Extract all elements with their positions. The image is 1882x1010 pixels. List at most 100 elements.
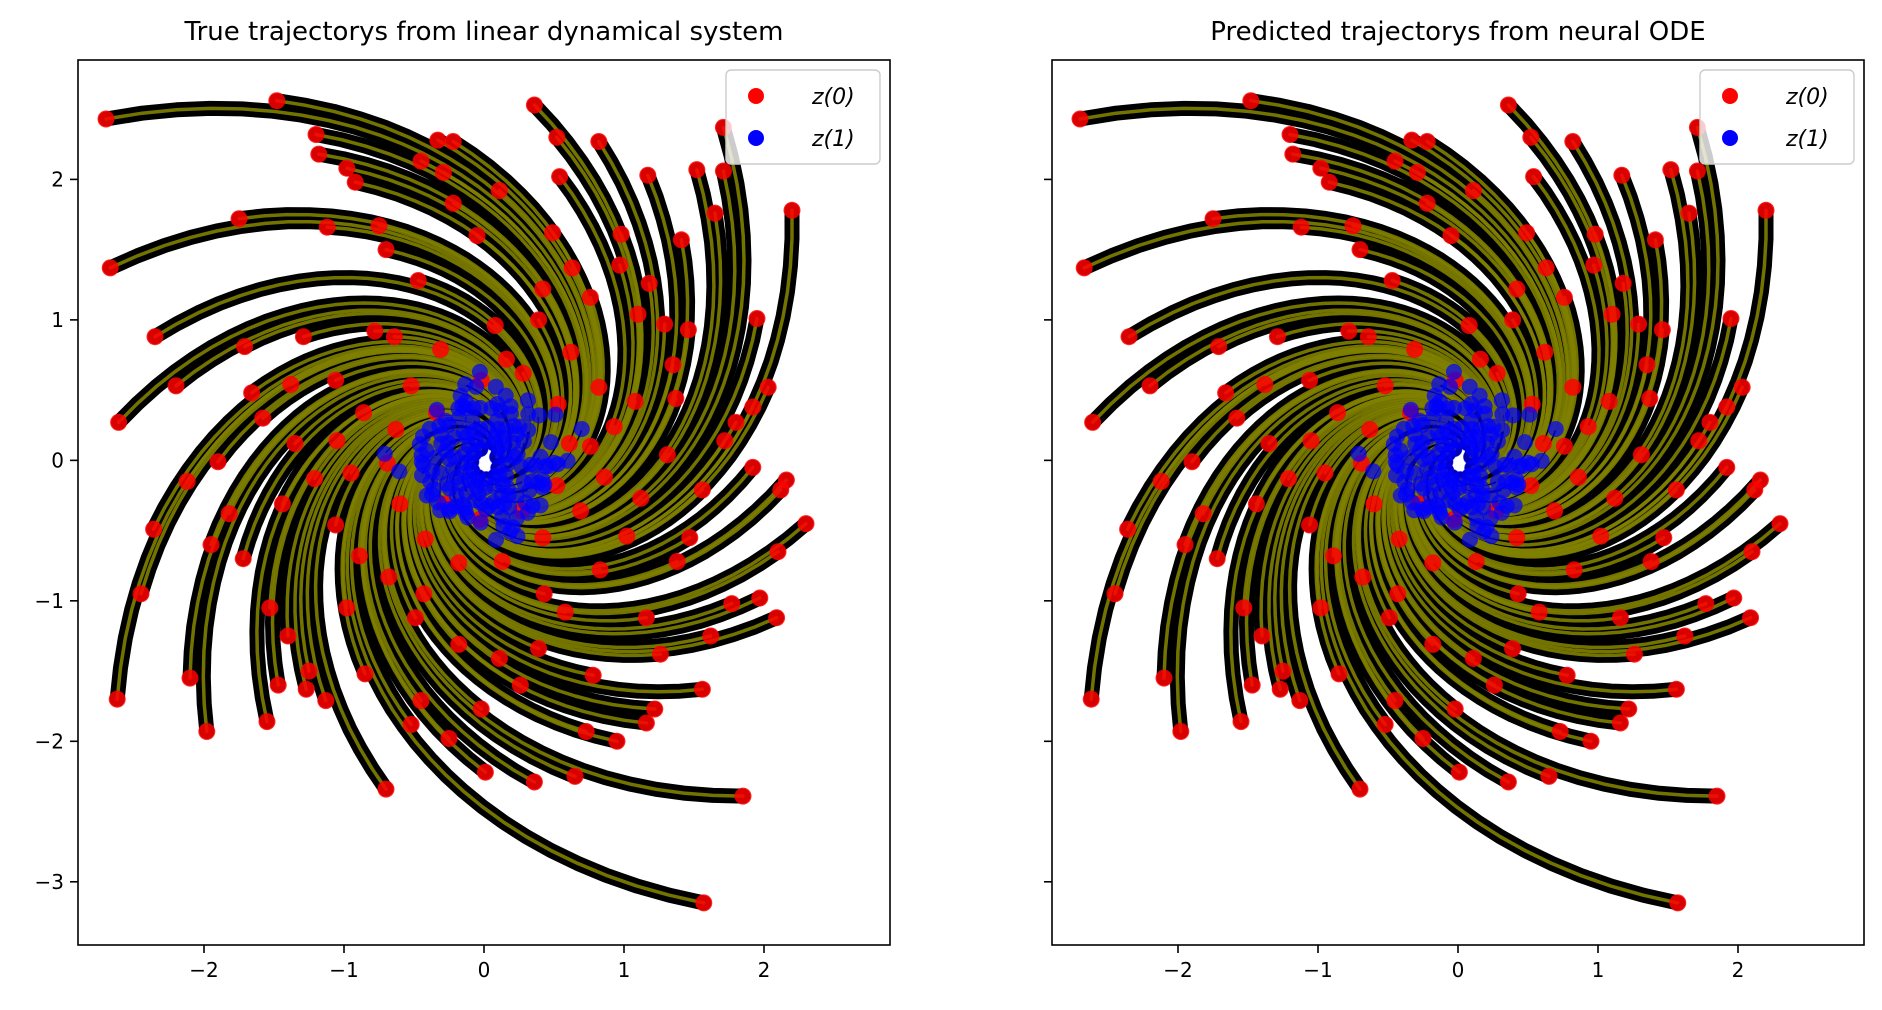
trajectory-line	[1412, 508, 1782, 613]
true-trajectories-legend: z(0) z(1)	[725, 69, 881, 165]
trajectory-line	[1342, 434, 1511, 784]
z1-point	[1483, 528, 1500, 545]
z1-point	[1426, 387, 1443, 404]
z0-point	[294, 328, 312, 346]
z0-point	[254, 409, 272, 427]
z0-point	[1569, 468, 1587, 486]
z0-point	[269, 676, 287, 694]
z0-point	[1414, 730, 1432, 747]
z1-point	[1487, 459, 1504, 476]
z0-point	[727, 413, 745, 431]
z0-point	[560, 435, 578, 452]
z0-point	[317, 692, 335, 710]
z0-point	[1522, 477, 1540, 495]
z0-point	[1141, 377, 1159, 395]
z0-point	[672, 231, 690, 249]
z0-point	[716, 432, 734, 450]
z1-point	[513, 459, 530, 476]
z0-point	[595, 468, 613, 486]
z0-point	[346, 173, 364, 191]
z0-point	[108, 690, 126, 708]
z0-point	[1450, 763, 1468, 781]
z1-point	[508, 426, 525, 443]
z0-point	[1389, 585, 1407, 603]
z0-point	[97, 110, 115, 128]
z0-point	[772, 481, 790, 499]
z0-point	[1390, 530, 1408, 548]
z0-point	[723, 595, 741, 613]
z0-point	[338, 599, 356, 617]
z0-point	[693, 680, 711, 698]
true-trajectories-title: True trajectorys from linear dynamical s…	[184, 17, 784, 47]
z0-point	[769, 543, 787, 561]
z0-point	[412, 152, 430, 170]
z0-point	[209, 453, 227, 471]
z0-point	[181, 669, 199, 687]
z0-point	[1386, 692, 1404, 710]
z0-point	[581, 288, 599, 306]
z0-point	[1662, 161, 1680, 179]
trajectory-line	[1499, 139, 1634, 515]
z0-point	[1152, 472, 1170, 490]
z0-point	[632, 489, 650, 507]
z0-point	[1509, 585, 1527, 603]
z0-point	[748, 310, 766, 327]
z0-point	[1361, 421, 1379, 438]
trajectory-line	[360, 424, 451, 741]
z0-point	[1508, 280, 1526, 298]
z0-point	[1247, 495, 1265, 513]
z0-point	[1613, 166, 1631, 184]
trajectory-line	[1175, 373, 1441, 734]
z1-point	[1406, 464, 1423, 481]
z0-point	[146, 328, 164, 346]
z1-point	[472, 399, 489, 416]
z1-point	[432, 464, 449, 481]
trajectory-line	[1078, 106, 1566, 431]
z1-point	[446, 449, 463, 466]
z1-point	[432, 502, 449, 519]
z0-point	[534, 529, 552, 547]
z0-point	[544, 224, 562, 242]
z0-point	[1268, 328, 1286, 346]
y-tick-label: 0	[51, 448, 64, 472]
z0-point	[1217, 384, 1235, 402]
z0-point	[1614, 274, 1632, 292]
z1-point	[1483, 446, 1500, 463]
z0-point	[1260, 435, 1278, 452]
z0-point	[1172, 723, 1190, 740]
z0-point	[640, 274, 658, 292]
trajectory-line	[438, 508, 808, 613]
z0-point	[1284, 145, 1302, 163]
z1-point	[1438, 413, 1455, 430]
z0-point	[1508, 529, 1526, 547]
z0-point	[1243, 676, 1261, 694]
x-tick-label: −1	[329, 958, 358, 982]
z0-point	[548, 477, 566, 495]
true-trajectories-plot-area	[97, 92, 815, 912]
z0-point	[412, 692, 430, 710]
z0-point	[1579, 418, 1597, 436]
z0-point	[1106, 585, 1124, 603]
z0-point	[198, 723, 216, 740]
z0-points	[1071, 92, 1789, 912]
z0-point	[1485, 676, 1503, 694]
z1-point	[1444, 484, 1461, 501]
z0-point	[450, 554, 468, 572]
trajectory-line	[515, 125, 746, 541]
trajectory-line	[1323, 418, 1422, 727]
z0-point	[693, 481, 711, 499]
trajectory-line	[313, 407, 439, 791]
trajectory-line	[325, 225, 557, 459]
z0-point	[1733, 378, 1751, 396]
z0-point	[1655, 529, 1673, 547]
trajectory-line	[395, 453, 619, 744]
z0-point	[1403, 131, 1421, 149]
z0-point	[1536, 343, 1554, 361]
z0-point	[434, 163, 452, 181]
trajectory-line	[1386, 473, 1679, 694]
z0-point	[486, 317, 504, 334]
z1-point	[1433, 509, 1450, 526]
z0-point	[1208, 550, 1226, 568]
z1-point	[459, 509, 476, 526]
z0-point	[1722, 310, 1740, 327]
